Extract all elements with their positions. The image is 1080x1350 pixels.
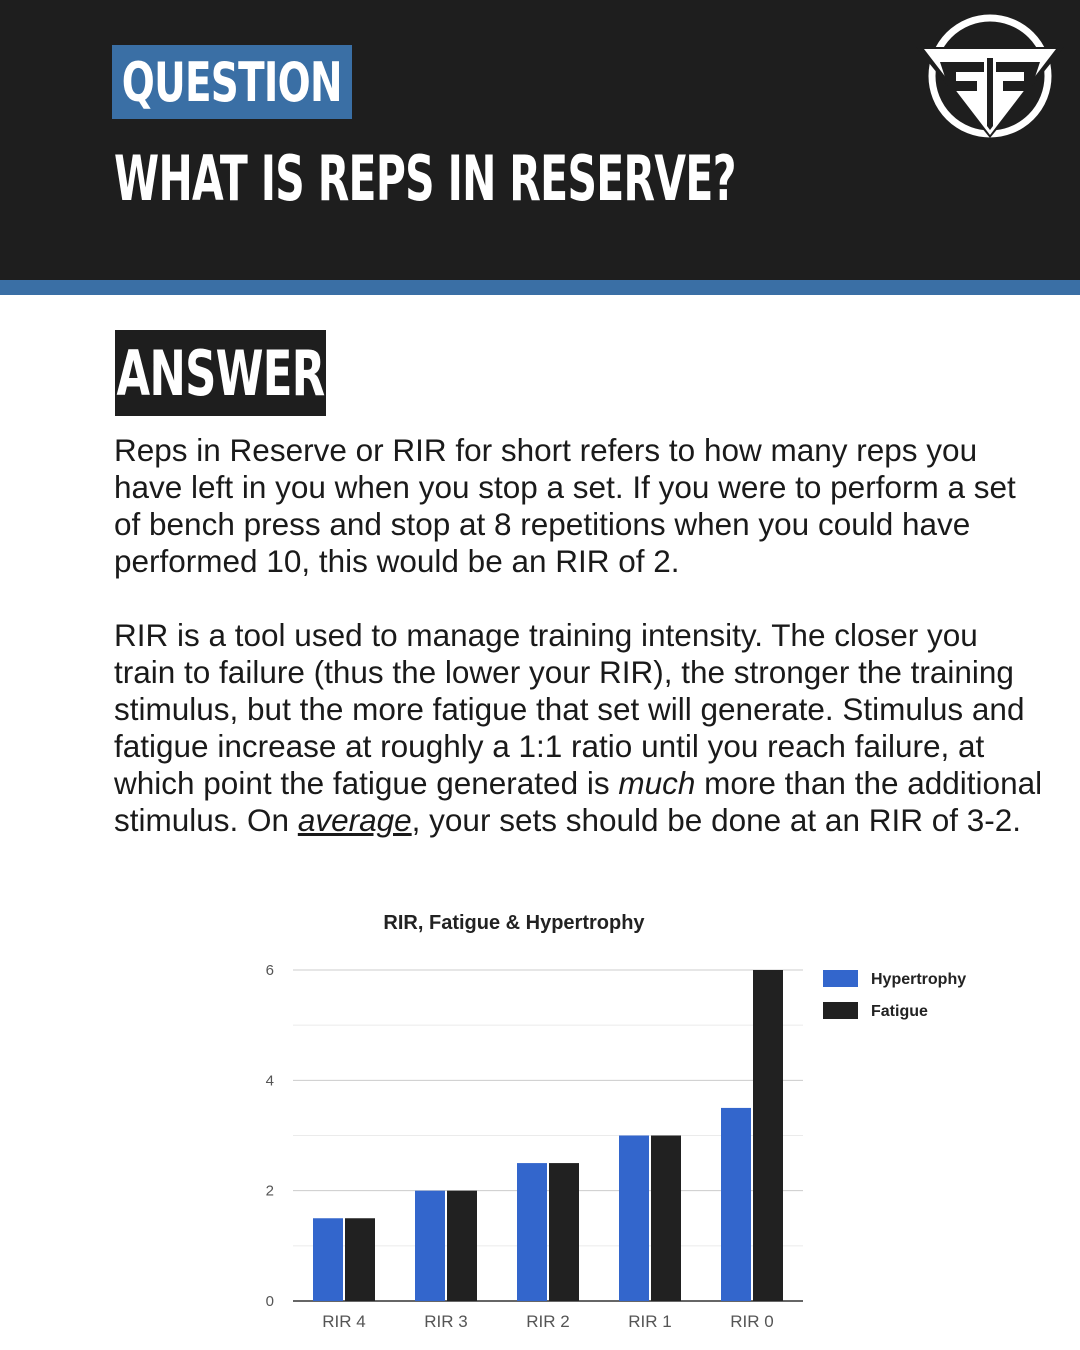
y-tick-label: 6 (266, 962, 274, 979)
x-tick-label: RIR 3 (424, 1312, 467, 1331)
p2-text-b: more than the additional stimulus. On (114, 765, 1043, 838)
bar-fatigue (447, 1190, 477, 1301)
chart-title: RIR, Fatigue & Hypertrophy (383, 912, 645, 934)
answer-paragraph-1: Reps in Reserve or RIR for short refers … (114, 432, 1016, 579)
x-tick-label: RIR 1 (628, 1312, 671, 1331)
bar-hypertrophy (619, 1135, 649, 1301)
bar-fatigue (753, 970, 783, 1301)
p2-emphasis-much: much (618, 765, 696, 801)
p2-text-c: , your sets should be done at an RIR of … (411, 802, 1022, 838)
answer-tag-label: ANSWER (116, 336, 326, 410)
legend-swatch-hypertrophy (823, 970, 858, 987)
y-tick-label: 0 (266, 1293, 274, 1310)
page-title: WHAT IS REPS IN RESERVE? (114, 142, 736, 215)
brand-logo-icon (916, 14, 1064, 138)
legend-swatch-fatigue (823, 1002, 858, 1019)
y-tick-label: 4 (266, 1072, 274, 1089)
bar-hypertrophy (721, 1107, 751, 1301)
bar-fatigue (549, 1163, 579, 1301)
p2-text-a: RIR is a tool used to manage training in… (114, 617, 1025, 801)
bar-hypertrophy (313, 1218, 343, 1301)
bar-hypertrophy (415, 1190, 445, 1301)
answer-tag: ANSWER (115, 330, 326, 416)
x-tick-label: RIR 0 (730, 1312, 773, 1331)
x-tick-label: RIR 2 (526, 1312, 569, 1331)
p2-emphasis-average: average (297, 802, 412, 838)
y-tick-label: 2 (266, 1183, 274, 1200)
header-accent-stripe (0, 280, 1080, 295)
legend-label-fatigue: Fatigue (871, 1003, 928, 1020)
x-tick-label: RIR 4 (322, 1312, 365, 1331)
bar-fatigue (651, 1135, 681, 1301)
question-tag-label: QUESTION (121, 50, 343, 114)
bar-fatigue (345, 1218, 375, 1301)
legend-label-hypertrophy: Hypertrophy (871, 971, 966, 988)
bar-hypertrophy (517, 1163, 547, 1301)
answer-paragraph-2: RIR is a tool used to manage training in… (114, 617, 1044, 839)
question-tag: QUESTION (112, 45, 352, 119)
bar-chart: RIR, Fatigue & Hypertrophy 0 2 4 6 RIR 4 RIR … (266, 912, 967, 1331)
